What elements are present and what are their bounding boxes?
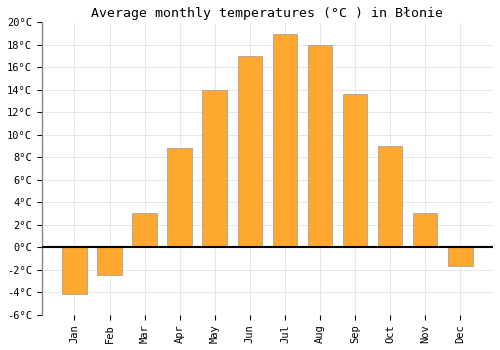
Bar: [343, 94, 367, 247]
Bar: [378, 146, 402, 247]
Bar: [413, 214, 438, 247]
Bar: [272, 34, 297, 247]
Bar: [448, 247, 472, 266]
Bar: [98, 247, 122, 275]
Title: Average monthly temperatures (°C ) in Błonie: Average monthly temperatures (°C ) in Bł…: [92, 7, 444, 20]
Bar: [202, 90, 227, 247]
Bar: [62, 247, 86, 294]
Bar: [308, 45, 332, 247]
Bar: [132, 214, 157, 247]
Bar: [238, 56, 262, 247]
Bar: [168, 148, 192, 247]
